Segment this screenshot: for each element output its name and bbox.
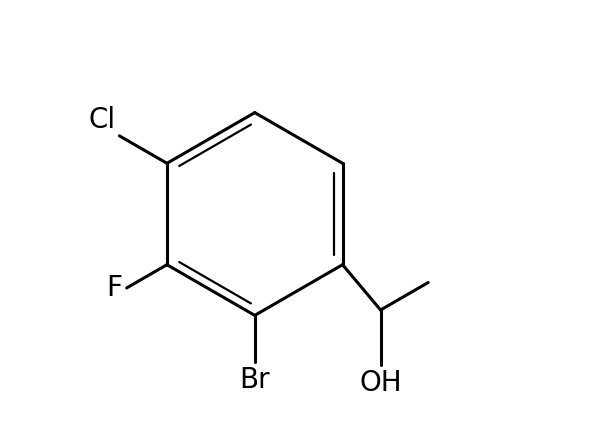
Text: Br: Br [239,366,270,394]
Text: F: F [106,274,122,302]
Text: Cl: Cl [88,106,115,134]
Text: OH: OH [359,369,402,397]
